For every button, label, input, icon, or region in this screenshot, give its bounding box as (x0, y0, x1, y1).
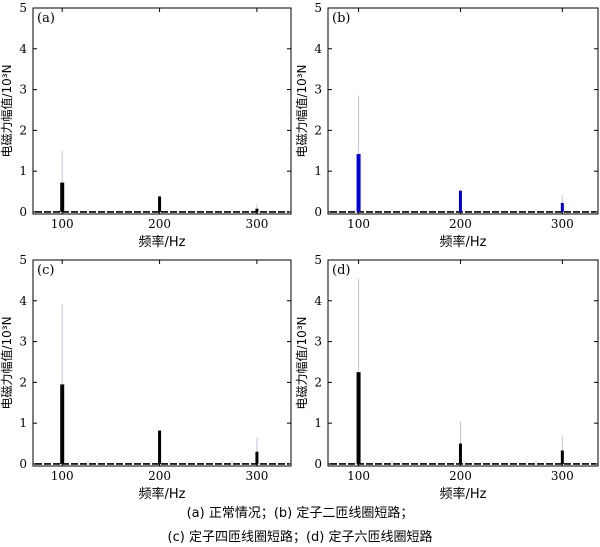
chart-panel-3: 0 1 2 3 4 5 100 200 300 (c) 频率/Hz 电磁力幅值/10³N (0, 253, 292, 502)
plot-frame (32, 259, 292, 467)
figure-caption-line-2: (c) 定子四匝线圈短路；(d) 定子六匝线圈短路 (167, 530, 433, 545)
bar-100hz (356, 154, 361, 212)
x-tick-label: 100 (51, 469, 74, 483)
x-tick-label: 200 (449, 469, 472, 483)
x-tick-label: 100 (347, 469, 370, 483)
y-tick-label: 0 (19, 457, 27, 471)
plot-frame (32, 7, 292, 215)
bar-200hz (158, 196, 162, 212)
bar-300hz (255, 208, 259, 212)
bar-200hz (458, 190, 462, 212)
panel-label: (c) (37, 263, 54, 278)
chart-panel-4: 0 1 2 3 4 5 100 200 300 (d) 频率/Hz 电磁力幅值/10³N (294, 253, 599, 502)
y-tick-label: 4 (314, 294, 322, 308)
panel-label: (b) (332, 11, 350, 26)
y-tick-label: 2 (19, 123, 27, 137)
y-tick-label: 1 (314, 416, 322, 430)
y-tick-label: 5 (19, 1, 27, 15)
x-tick-label: 200 (449, 217, 472, 231)
x-axis-label: 频率/Hz (139, 234, 186, 250)
y-tick-label: 2 (314, 375, 322, 389)
x-tick-label: 200 (148, 217, 171, 231)
y-tick-label: 3 (19, 335, 27, 349)
y-tick-label: 3 (19, 83, 27, 97)
panel-label: (a) (37, 11, 55, 26)
y-tick-label: 4 (19, 294, 27, 308)
bar-300hz (560, 202, 564, 212)
bar-200hz (458, 443, 462, 464)
y-tick-label: 2 (314, 123, 322, 137)
y-axis-label: 电磁力幅值/10³N (0, 64, 14, 157)
x-axis-label: 频率/Hz (440, 234, 487, 250)
x-tick-label: 300 (245, 469, 268, 483)
x-tick-label: 200 (148, 469, 171, 483)
x-tick-label: 100 (51, 217, 74, 231)
y-tick-label: 3 (314, 335, 322, 349)
y-tick-label: 0 (314, 457, 322, 471)
y-tick-label: 5 (19, 253, 27, 267)
bar-100hz (60, 384, 65, 464)
y-tick-label: 2 (19, 375, 27, 389)
y-tick-label: 3 (314, 83, 322, 97)
figure-caption-line-1: (a) 正常情况；(b) 定子二匝线圈短路； (186, 506, 414, 521)
y-tick-label: 0 (314, 205, 322, 219)
y-axis-label: 电磁力幅值/10³N (0, 316, 14, 409)
y-axis-label: 电磁力幅值/10³N (294, 316, 309, 409)
x-tick-label: 100 (347, 217, 370, 231)
y-tick-label: 5 (314, 253, 322, 267)
y-tick-label: 1 (19, 164, 27, 178)
bar-100hz (356, 372, 361, 464)
y-tick-label: 5 (314, 1, 322, 15)
x-tick-label: 300 (551, 469, 574, 483)
bar-300hz (255, 451, 259, 464)
chart-panel-2: 0 1 2 3 4 5 100 200 300 (b) 频率/Hz 电磁力幅值/10³N (294, 1, 599, 250)
x-axis-label: 频率/Hz (440, 486, 487, 502)
plot-frame (327, 259, 599, 467)
bar-200hz (158, 430, 162, 464)
bar-100hz (60, 182, 65, 212)
y-tick-label: 1 (19, 416, 27, 430)
x-axis-label: 频率/Hz (139, 486, 186, 502)
y-tick-label: 4 (19, 42, 27, 56)
bar-300hz (560, 450, 564, 464)
plot-frame (327, 7, 599, 215)
y-tick-label: 4 (314, 42, 322, 56)
chart-panel-1: 0 1 2 3 4 5 100 200 300 (a) 频率/Hz 电磁力幅值/10³N (0, 1, 292, 250)
x-tick-label: 300 (245, 217, 268, 231)
y-tick-label: 0 (19, 205, 27, 219)
panel-label: (d) (332, 263, 350, 278)
y-axis-label: 电磁力幅值/10³N (294, 64, 309, 157)
y-tick-label: 1 (314, 164, 322, 178)
x-tick-label: 300 (551, 217, 574, 231)
